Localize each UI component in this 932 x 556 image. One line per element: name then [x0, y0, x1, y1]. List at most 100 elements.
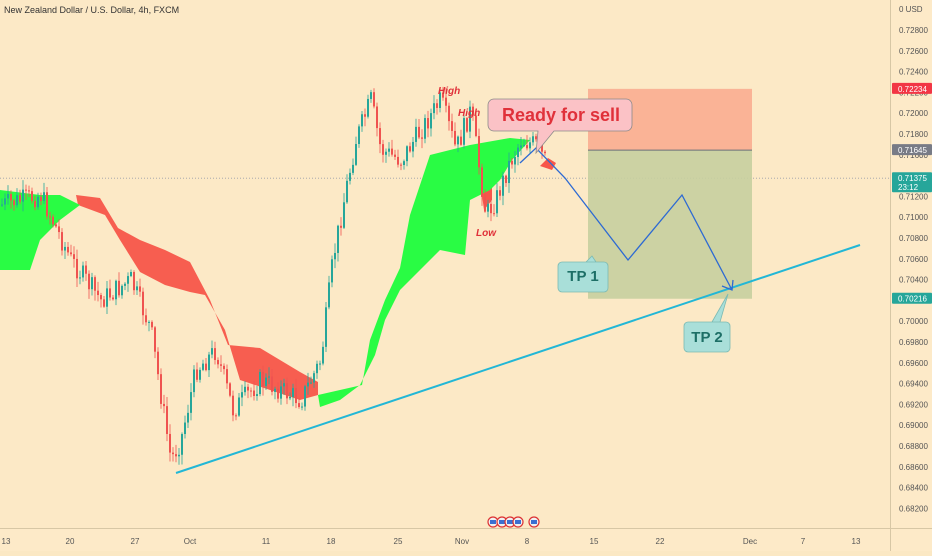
axis-corner [890, 528, 932, 551]
candle-body [181, 434, 183, 455]
candle-body [427, 118, 429, 129]
currency-label: 0 USD [899, 5, 923, 14]
price-tick-label: 0.70400 [899, 276, 928, 285]
tp2-label-box [683, 293, 731, 353]
candle-body [400, 164, 402, 166]
chart-area[interactable]: High High Low Ready for sell TP 1 TP 2 [0, 0, 890, 528]
candle-body [169, 433, 171, 453]
candle-body [472, 106, 474, 116]
price-chart[interactable]: High High Low Ready for sell TP 1 TP 2 [0, 0, 890, 528]
candle-body [328, 282, 330, 308]
price-axis[interactable]: 0 USD0.728000.726000.724000.722000.72000… [890, 0, 932, 528]
candle-body [511, 160, 513, 165]
candle-body [301, 406, 303, 408]
candle-body [325, 307, 327, 347]
candle-body [28, 190, 30, 192]
candle-body [94, 277, 96, 291]
price-tick-label: 0.68800 [899, 442, 928, 451]
candle-body [454, 130, 456, 145]
candle-body [457, 136, 459, 145]
candle-body [313, 373, 315, 383]
price-tag [892, 172, 932, 193]
bullish-cloud-main [318, 138, 530, 407]
candle-body [223, 365, 225, 370]
price-tick-label: 0.69400 [899, 380, 928, 389]
candle-body [184, 422, 186, 435]
candle-body [151, 321, 153, 328]
time-axis[interactable]: 13 20 27 Oct 11 18 25 Nov 8 15 22 Dec 7 13 [0, 528, 890, 551]
candle-body [268, 376, 270, 378]
candle-body [46, 192, 48, 217]
candle-body [358, 126, 360, 144]
candle-body [505, 175, 507, 183]
candle-body [526, 145, 528, 149]
candle-body [265, 377, 267, 386]
take-profit-zone [588, 150, 752, 299]
candle-body [403, 161, 405, 166]
bearish-cloud-tail [540, 158, 556, 170]
tp1-text: TP 1 [567, 268, 598, 285]
candle-body [376, 106, 378, 129]
candle-body [232, 395, 234, 416]
candle-body [103, 299, 105, 307]
price-tick-label: 0.68600 [899, 463, 928, 472]
candle-body [388, 148, 390, 152]
candle-body [493, 213, 495, 215]
candle-body [343, 202, 345, 228]
price-tick-label: 0.70800 [899, 234, 928, 243]
candle-body [4, 198, 6, 205]
price-tick-label: 0.69000 [899, 421, 928, 430]
event-flag-inner [515, 520, 521, 524]
candle-body [130, 272, 132, 277]
candle-body [25, 189, 27, 191]
price-tick-label: 0.69800 [899, 338, 928, 347]
candle-body [442, 92, 444, 98]
price-tag-sublabel: 23:12 [898, 183, 919, 192]
candle-body [31, 191, 33, 202]
low-label: Low [476, 228, 497, 239]
candle-body [352, 164, 354, 173]
candle-body [364, 114, 366, 117]
candle-body [67, 246, 69, 253]
candle-body [73, 254, 75, 259]
candle-body [55, 224, 57, 227]
candle-body [418, 126, 420, 138]
candle-body [202, 363, 204, 370]
candle-body [421, 137, 423, 139]
ready-for-sell-callout [487, 98, 633, 155]
price-tag [892, 292, 932, 304]
candle-body [502, 175, 504, 196]
candle-body [70, 252, 72, 255]
candle-body [478, 136, 480, 168]
chart-title: New Zealand Dollar / U.S. Dollar, 4h, FX… [4, 5, 180, 15]
candle-body [271, 376, 273, 392]
time-tick-label: 25 [394, 537, 403, 546]
candle-body [136, 286, 138, 291]
candle-body [244, 386, 246, 393]
candle-body [187, 412, 189, 423]
candle-body [172, 452, 174, 455]
candle-body [148, 321, 150, 323]
candle-body [487, 203, 489, 212]
price-tick-label: 0.71000 [899, 213, 928, 222]
price-tag-label: 0.70216 [898, 295, 927, 304]
time-tick-label: 13 [2, 537, 11, 546]
price-tick-label: 0.69600 [899, 359, 928, 368]
candle-body [433, 103, 435, 114]
candle-body [385, 151, 387, 155]
candle-body [247, 386, 249, 391]
candle-body [499, 190, 501, 196]
candle-body [37, 196, 39, 208]
candle-body [61, 232, 63, 251]
candle-body [280, 386, 282, 399]
candle-body [475, 115, 477, 137]
candle-body [235, 415, 237, 417]
candle-body [220, 364, 222, 366]
candle-body [397, 156, 399, 165]
price-tag-label: 0.71645 [898, 146, 927, 155]
candle-body [484, 196, 486, 212]
candle-body [241, 392, 243, 398]
price-tick-label: 0.68400 [899, 484, 928, 493]
candle-body [334, 252, 336, 260]
candle-body [448, 105, 450, 122]
